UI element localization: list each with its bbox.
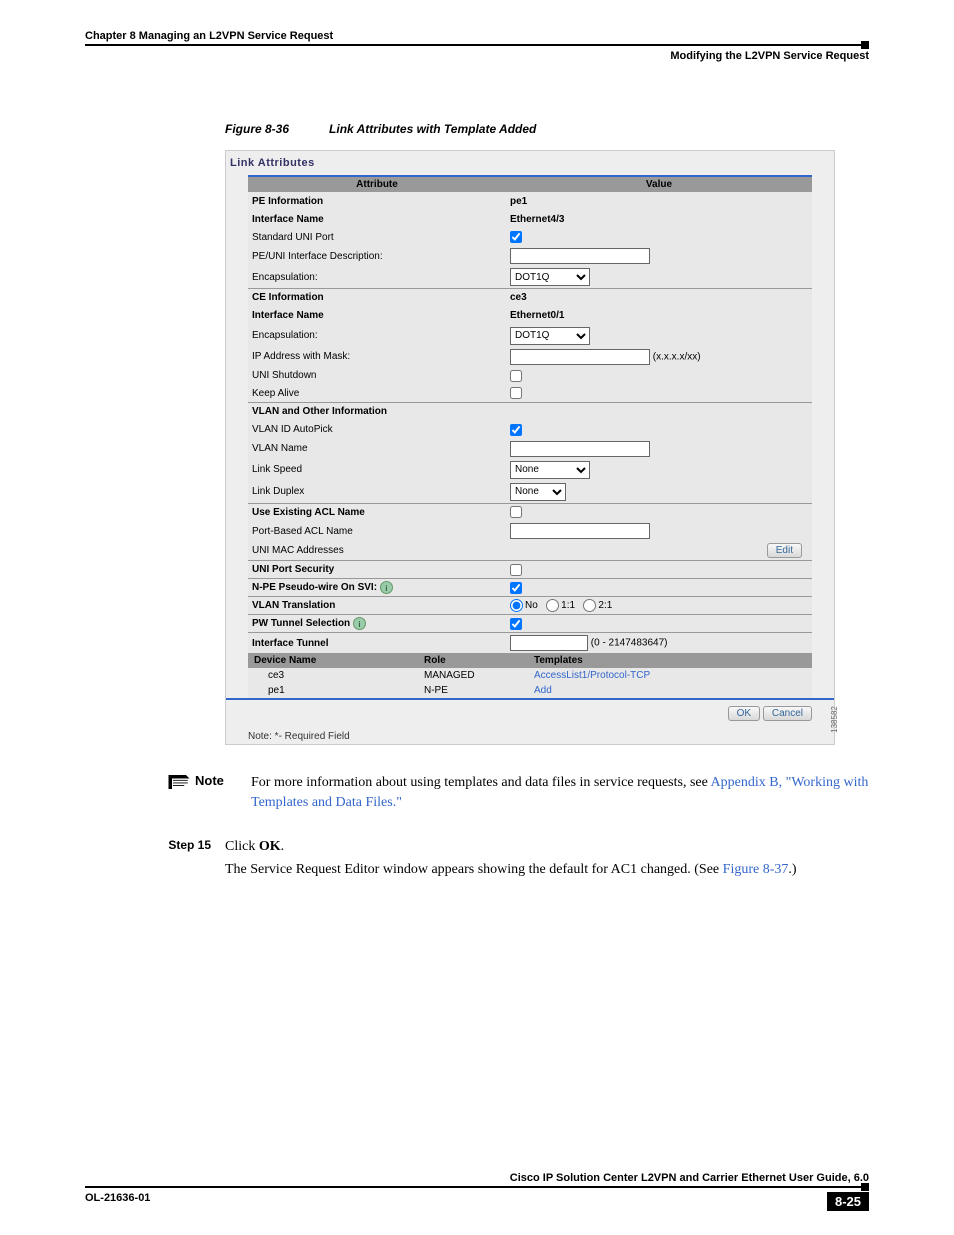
port-acl-input[interactable] (510, 523, 650, 539)
std-uni-label: Standard UNI Port (248, 228, 506, 246)
figure-title: Link Attributes with Template Added (329, 122, 536, 136)
role-col: Role (418, 653, 528, 668)
cancel-button[interactable]: Cancel (763, 706, 812, 721)
acl-name-label: Use Existing ACL Name (248, 503, 506, 521)
tunnel-hint: (0 - 2147483647) (591, 638, 668, 649)
peuni-desc-label: PE/UNI Interface Description: (248, 246, 506, 266)
note-label: Note (195, 771, 251, 788)
ip-mask-hint: (x.x.x.x/xx) (653, 351, 701, 362)
ok-button[interactable]: OK (728, 706, 760, 721)
attributes-table: Attribute Value PE Informationpe1 Interf… (248, 175, 812, 653)
vlan-info-label: VLAN and Other Information (248, 403, 506, 421)
vlan-trans-radios: No 1:1 2:1 (506, 597, 812, 615)
dev2-name: pe1 (248, 683, 418, 698)
footer-rule (85, 1186, 869, 1188)
ce-encap-label: Encapsulation: (248, 325, 506, 347)
required-note: Note: *- Required Field (226, 727, 834, 744)
ce-info-label: CE Information (248, 289, 506, 307)
vlan-trans-11-label: 1:1 (561, 600, 575, 611)
std-uni-checkbox[interactable] (510, 231, 522, 243)
footer-doc: OL-21636-01 (85, 1192, 150, 1211)
templates-col: Templates (528, 653, 812, 668)
link-speed-label: Link Speed (248, 459, 506, 481)
figure-caption: Figure 8-36 Link Attributes with Template… (225, 122, 869, 136)
image-id: 138582 (830, 706, 839, 733)
col-attribute: Attribute (248, 176, 506, 192)
iface-tunnel-input[interactable] (510, 635, 588, 651)
step-text: Click OK. The Service Request Editor win… (225, 836, 797, 881)
section-header: Modifying the L2VPN Service Request (85, 50, 869, 62)
footer-guide: Cisco IP Solution Center L2VPN and Carri… (85, 1172, 869, 1184)
uni-shut-label: UNI Shutdown (248, 367, 506, 385)
keep-alive-label: Keep Alive (248, 385, 506, 403)
vlan-trans-21-label: 2:1 (598, 600, 612, 611)
ip-mask-input[interactable] (510, 349, 650, 365)
pe-info-label: PE Information (248, 192, 506, 210)
dev-name-col: Device Name (248, 653, 418, 668)
pe-iface-label: Interface Name (248, 210, 506, 228)
vlan-auto-checkbox[interactable] (510, 424, 522, 436)
ce-iface-value: Ethernet0/1 (506, 307, 812, 325)
link-attributes-panel: Link Attributes Attribute Value PE Infor… (225, 150, 835, 745)
note-text: For more information about using templat… (251, 771, 869, 812)
ce-encap-select[interactable]: DOT1Q (510, 327, 590, 345)
peuni-desc-input[interactable] (510, 248, 650, 264)
help-icon[interactable]: i (353, 617, 366, 630)
uni-sec-label: UNI Port Security (248, 561, 506, 579)
port-acl-label: Port-Based ACL Name (248, 521, 506, 541)
note-icon (165, 771, 195, 798)
vlan-trans-label: VLAN Translation (248, 597, 506, 615)
keep-alive-checkbox[interactable] (510, 387, 522, 399)
iface-tunnel-label: Interface Tunnel (248, 633, 506, 654)
dev2-template-link[interactable]: Add (534, 685, 552, 696)
edit-button[interactable]: Edit (767, 543, 802, 558)
page-number: 8-25 (827, 1192, 869, 1211)
vlan-trans-no-radio[interactable] (510, 599, 523, 612)
pe-encap-label: Encapsulation: (248, 266, 506, 289)
dev1-name: ce3 (248, 668, 418, 683)
uni-mac-label: UNI MAC Addresses (248, 541, 506, 561)
vlan-trans-21-radio[interactable] (583, 599, 596, 612)
vlan-name-input[interactable] (510, 441, 650, 457)
link-speed-select[interactable]: None (510, 461, 590, 479)
header-rule (85, 44, 869, 46)
panel-title: Link Attributes (226, 151, 834, 175)
dev1-template-link[interactable]: AccessList1/Protocol-TCP (534, 670, 650, 681)
vlan-name-label: VLAN Name (248, 439, 506, 459)
ce-iface-label: Interface Name (248, 307, 506, 325)
figure-link[interactable]: Figure 8-37 (723, 862, 789, 877)
npe-pw-label: N-PE Pseudo-wire On SVI: i (248, 579, 506, 597)
link-duplex-select[interactable]: None (510, 483, 566, 501)
device-table: Device Name Role Templates ce3 MANAGED A… (248, 653, 812, 698)
dev1-role: MANAGED (418, 668, 528, 683)
uni-sec-checkbox[interactable] (510, 564, 522, 576)
figure-number: Figure 8-36 (225, 122, 289, 136)
ip-mask-label: IP Address with Mask: (248, 347, 506, 367)
link-duplex-label: Link Duplex (248, 481, 506, 504)
ce-info-value: ce3 (506, 289, 812, 307)
chapter-header: Chapter 8 Managing an L2VPN Service Requ… (85, 30, 869, 42)
npe-pw-checkbox[interactable] (510, 582, 522, 594)
pw-tunnel-label: PW Tunnel Selection i (248, 615, 506, 633)
step-label: Step 15 (153, 836, 225, 881)
vlan-auto-label: VLAN ID AutoPick (248, 421, 506, 439)
uni-shut-checkbox[interactable] (510, 370, 522, 382)
pe-encap-select[interactable]: DOT1Q (510, 268, 590, 286)
pe-info-value: pe1 (506, 192, 812, 210)
help-icon[interactable]: i (380, 581, 393, 594)
acl-name-checkbox[interactable] (510, 506, 522, 518)
vlan-trans-11-radio[interactable] (546, 599, 559, 612)
vlan-trans-no-label: No (525, 600, 538, 611)
pw-tunnel-checkbox[interactable] (510, 618, 522, 630)
col-value: Value (506, 176, 812, 192)
dev2-role: N-PE (418, 683, 528, 698)
pe-iface-value: Ethernet4/3 (506, 210, 812, 228)
